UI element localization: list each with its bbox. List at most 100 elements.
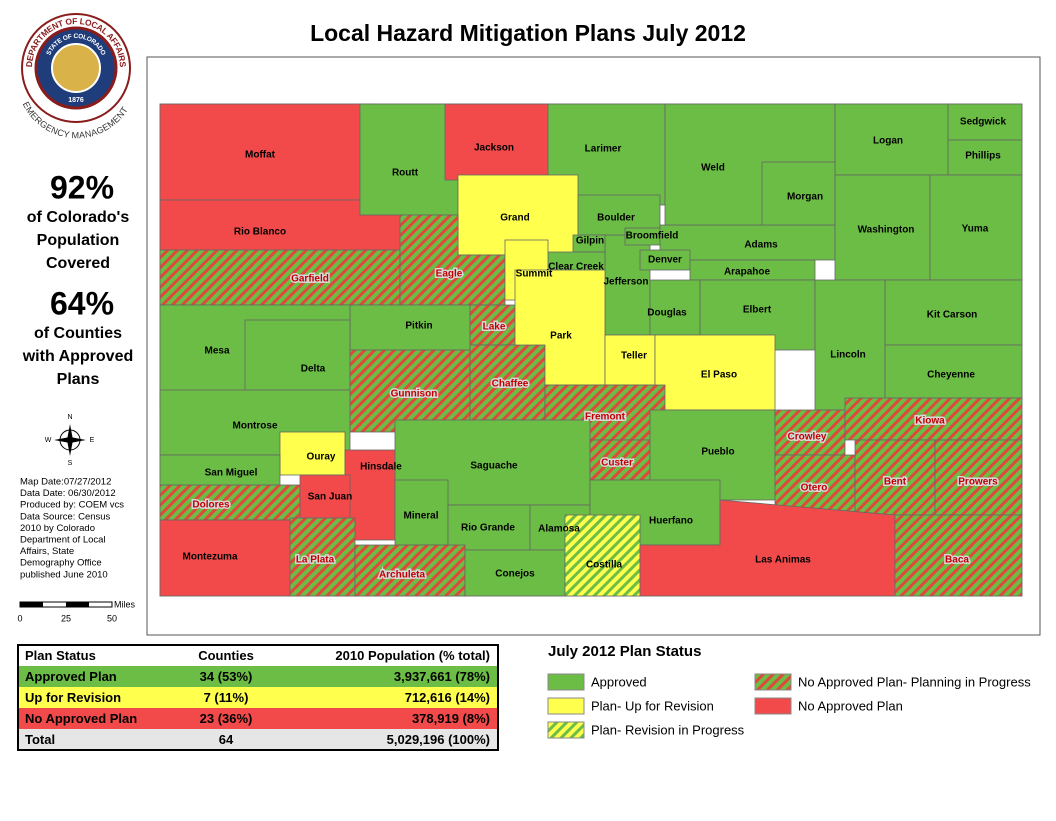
table-header: 2010 Population (% total) — [335, 648, 490, 663]
scale-label: 0 — [17, 613, 22, 623]
county-label: Hinsdale — [360, 462, 402, 473]
county-label: Garfield — [291, 274, 329, 285]
county — [814, 279, 886, 411]
county — [244, 319, 351, 391]
table-cell: 3,937,661 (78%) — [394, 669, 490, 684]
county-label: Lincoln — [830, 350, 866, 361]
legend: July 2012 Plan Status Approved Plan- Up fo… — [547, 643, 1031, 739]
county-label: Logan — [873, 136, 903, 147]
legend-label: Plan- Revision in Progress — [591, 722, 745, 737]
county-label: Lake — [483, 322, 506, 333]
county-label: Delta — [301, 364, 326, 375]
county-label: Adams — [744, 240, 778, 251]
county-label: Boulder — [597, 213, 635, 224]
compass-s: S — [68, 460, 73, 467]
map-metadata: published June 2010 — [20, 569, 108, 580]
legend-swatch — [754, 697, 792, 715]
county-label: La Plata — [296, 555, 335, 566]
compass: N E S W — [45, 414, 95, 467]
county-label: Otero — [801, 483, 828, 494]
county-label: Saguache — [470, 461, 518, 472]
table-cell: 7 (11%) — [204, 690, 249, 705]
county-label: Gunnison — [391, 389, 438, 400]
county-label: Ouray — [307, 452, 336, 463]
scale-label: 25 — [61, 613, 71, 623]
county — [589, 439, 651, 481]
stat-text: of Colorado's — [27, 209, 130, 226]
logo: DEPARTMENT OF LOCAL AFFAIRS STATE OF COL… — [20, 13, 131, 141]
county — [761, 161, 836, 226]
county-label: Conejos — [495, 569, 535, 580]
county-label: El Paso — [701, 370, 737, 381]
county-label: Denver — [648, 255, 682, 266]
county-label: Elbert — [743, 305, 772, 316]
table-cell: 5,029,196 (100%) — [387, 732, 490, 747]
compass-w: W — [45, 437, 52, 444]
county — [947, 139, 1023, 176]
table-row-bg — [18, 708, 498, 729]
county-label: Custer — [601, 458, 633, 469]
county — [884, 344, 1023, 399]
county — [654, 334, 776, 411]
county-label: Mineral — [403, 511, 438, 522]
county-label: Kit Carson — [927, 310, 978, 321]
table-header: Counties — [198, 648, 254, 663]
scale-unit: Miles — [114, 599, 136, 609]
map-metadata: Map Date:07/27/2012 — [20, 477, 111, 488]
county — [929, 174, 1023, 281]
table-cell: No Approved Plan — [25, 711, 137, 726]
county — [834, 103, 949, 176]
county-label: Las Animas — [755, 555, 811, 566]
county — [354, 544, 466, 597]
table-cell: 34 (53%) — [200, 669, 253, 684]
county — [159, 249, 401, 306]
stat-text: with Approved — [22, 348, 134, 365]
table-row-bg — [18, 729, 498, 750]
county — [934, 439, 1023, 516]
county-label: Alamosa — [538, 524, 580, 535]
county — [159, 484, 301, 521]
county — [447, 504, 531, 551]
table-cell: Up for Revision — [25, 690, 121, 705]
county-label: Huerfano — [649, 516, 693, 527]
table-row-bg — [18, 666, 498, 687]
summary-table: Plan Status Counties 2010 Population (% to… — [17, 644, 499, 751]
county-label: Douglas — [647, 308, 687, 319]
legend-title: July 2012 Plan Status — [548, 643, 701, 660]
map-metadata: Data Date: 06/30/2012 — [20, 488, 116, 499]
county-label: Gilpin — [576, 236, 604, 247]
stat-value: 64% — [50, 285, 114, 321]
county-label: Jackson — [474, 143, 514, 154]
table-header: Plan Status — [25, 648, 96, 663]
county-label: Archuleta — [379, 570, 426, 581]
county-label: Fremont — [585, 412, 626, 423]
map-metadata: Data Source: Census — [20, 511, 111, 522]
county — [279, 431, 346, 476]
legend-label: Plan- Up for Revision — [591, 698, 714, 713]
county-label: Arapahoe — [724, 267, 771, 278]
county-label: Teller — [621, 351, 647, 362]
stat-text: Covered — [46, 255, 110, 272]
county-label: Mesa — [204, 346, 229, 357]
table-cell: 712,616 (14%) — [405, 690, 490, 705]
county-label: Baca — [945, 555, 969, 566]
stat-text: Plans — [57, 371, 100, 388]
county-label: Pueblo — [701, 447, 734, 458]
stat-value: 92% — [50, 169, 114, 205]
county-label: Larimer — [585, 144, 622, 155]
county-label: Sedgwick — [960, 117, 1007, 128]
table-cell: Approved Plan — [25, 669, 117, 684]
county — [464, 549, 566, 597]
scale-label: 50 — [107, 613, 117, 623]
county — [394, 479, 449, 546]
county-label: San Miguel — [205, 468, 258, 479]
county-label: Clear Creek — [548, 262, 604, 273]
stat-text: of Counties — [34, 325, 122, 342]
county — [834, 174, 931, 281]
table-header-bg — [18, 645, 498, 666]
compass-e: E — [90, 437, 95, 444]
map-metadata: Department of Local — [20, 535, 106, 546]
table-border — [17, 644, 499, 751]
table-cell: Total — [25, 732, 55, 747]
county-layer: Moffat Rio Blanco Garfield Routt Larimer Jack… — [159, 103, 1023, 597]
